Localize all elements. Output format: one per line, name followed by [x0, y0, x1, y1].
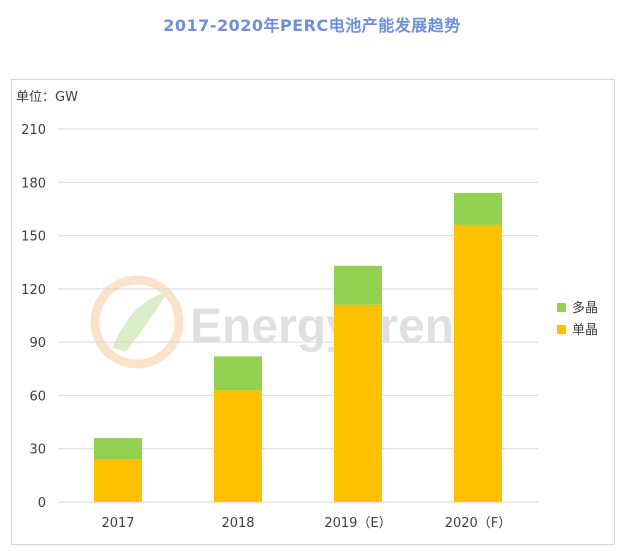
bar-segment-mono — [214, 390, 262, 502]
bar-segment-mono — [334, 304, 382, 502]
legend-label: 单晶 — [572, 323, 598, 338]
unit-label: 单位：GW — [16, 90, 78, 105]
x-tick-label: 2019（E） — [324, 516, 391, 531]
bar-segment-multi — [94, 438, 142, 460]
legend-label: 多晶 — [572, 300, 598, 316]
y-tick-label: 150 — [21, 230, 46, 245]
bar-segment-multi — [214, 356, 262, 391]
y-tick-label: 60 — [29, 389, 46, 404]
bar-segment-multi — [334, 265, 382, 305]
y-tick-label: 90 — [29, 336, 46, 351]
y-tick-label: 0 — [38, 496, 46, 511]
legend-swatch — [557, 325, 566, 334]
y-tick-label: 30 — [29, 443, 46, 458]
bar-segment-mono — [94, 459, 142, 502]
x-tick-label: 2017 — [101, 516, 134, 531]
bars — [94, 192, 502, 502]
x-axis-ticks: 2017 2018 2019（E） 2020（F） — [101, 516, 511, 531]
y-tick-label: 120 — [21, 283, 46, 298]
y-axis-ticks: 0 30 60 90 120 150 180 210 — [21, 123, 46, 511]
watermark-logo-icon — [90, 275, 184, 369]
bar-segment-mono — [454, 224, 502, 502]
y-tick-label: 210 — [21, 123, 46, 138]
x-tick-label: 2018 — [221, 516, 254, 531]
legend-swatch — [557, 303, 566, 312]
bar-segment-multi — [454, 192, 502, 225]
x-tick-label: 2020（F） — [445, 516, 512, 531]
page-title: 2017-2020年PERC电池产能发展趋势 — [163, 16, 461, 35]
y-tick-label: 180 — [21, 176, 46, 191]
